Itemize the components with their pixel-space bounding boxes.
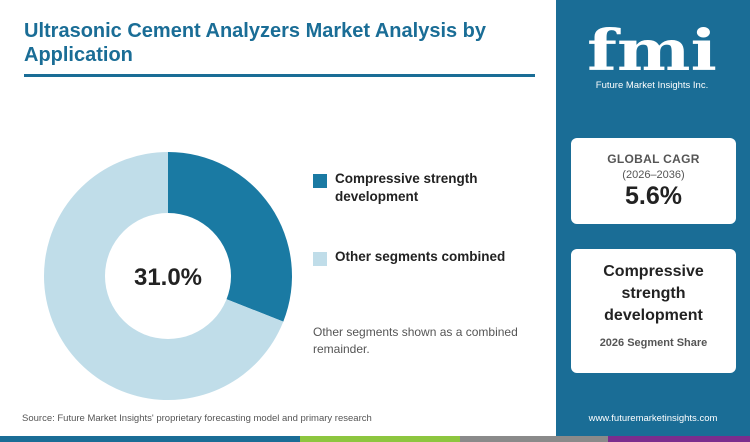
sidebar: fmi Future Market Insights Inc. GLOBAL C… (556, 0, 750, 436)
legend-item-compressive: Compressive strength development (313, 170, 543, 206)
legend-label: Compressive strength development (335, 171, 478, 204)
legend-label: Other segments combined (335, 249, 506, 264)
chart-title: Ultrasonic Cement Analyzers Market Analy… (24, 20, 487, 66)
bottom-color-bar (0, 436, 750, 442)
logo-subtitle: Future Market Insights Inc. (596, 80, 708, 91)
legend-swatch (313, 252, 327, 266)
cagr-card: GLOBAL CAGR (2026–2036) 5.6% (571, 138, 736, 224)
legend-swatch (313, 174, 327, 188)
title-divider (24, 74, 535, 77)
donut-hole (105, 213, 231, 339)
logo-wordmark: fmi (587, 18, 717, 84)
chart-note: Other segments shown as a combined remai… (313, 325, 518, 356)
fmi-logo: fmi Future Market Insights Inc. (587, 18, 717, 91)
main-panel: Ultrasonic Cement Analyzers Market Analy… (22, 20, 543, 424)
segment-card: Compressive strength development 2026 Se… (571, 249, 736, 373)
segment-caption: 2026 Segment Share (599, 337, 708, 349)
segment-name: Compressive strength development (603, 263, 704, 324)
cagr-label: GLOBAL CAGR (607, 152, 700, 166)
bottom-bar-segment (460, 436, 608, 442)
donut-chart: 31.0% (43, 152, 292, 400)
bottom-bar-segment (608, 436, 750, 442)
cagr-value: 5.6% (625, 182, 682, 210)
cagr-period: (2026–2036) (622, 169, 685, 181)
center-value-label: 31.0% (134, 264, 202, 291)
bottom-bar-segment (300, 436, 460, 442)
website-link[interactable]: www.futuremarketinsights.com (588, 413, 718, 424)
bottom-bar-segment (0, 436, 300, 442)
legend-item-other: Other segments combined (313, 248, 505, 266)
source-text: Source: Future Market Insights' propriet… (22, 413, 372, 424)
